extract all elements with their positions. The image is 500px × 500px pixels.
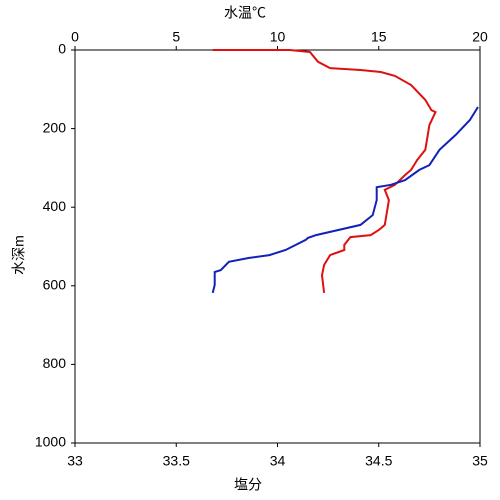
x-tick-label: 34.5: [365, 453, 392, 469]
plot-frame: [74, 49, 481, 444]
profile-line: [211, 106, 479, 294]
profile-line: [212, 49, 437, 294]
x2-tick-label: 10: [270, 29, 286, 45]
x2-tick-label: 5: [172, 29, 180, 45]
x-tick-label: 35: [472, 453, 488, 469]
x-tick-label: 34: [270, 453, 286, 469]
y-tick-label: 800: [43, 355, 67, 371]
y-tick-label: 600: [43, 277, 67, 293]
bottom-axis-label: 塩分: [234, 477, 262, 493]
top-axis-label: 水温℃: [224, 5, 266, 21]
x2-tick-label: 15: [371, 29, 387, 45]
x-tick-label: 33.5: [163, 453, 190, 469]
y-tick-label: 200: [43, 119, 67, 135]
y-tick-label: 0: [58, 41, 66, 57]
y-tick-label: 400: [43, 198, 67, 214]
y-tick-label: 1000: [35, 434, 66, 450]
x2-tick-label: 0: [71, 29, 79, 45]
x2-tick-label: 20: [472, 29, 488, 45]
y-axis-label: 水深m: [11, 235, 27, 275]
x-tick-label: 33: [67, 453, 83, 469]
